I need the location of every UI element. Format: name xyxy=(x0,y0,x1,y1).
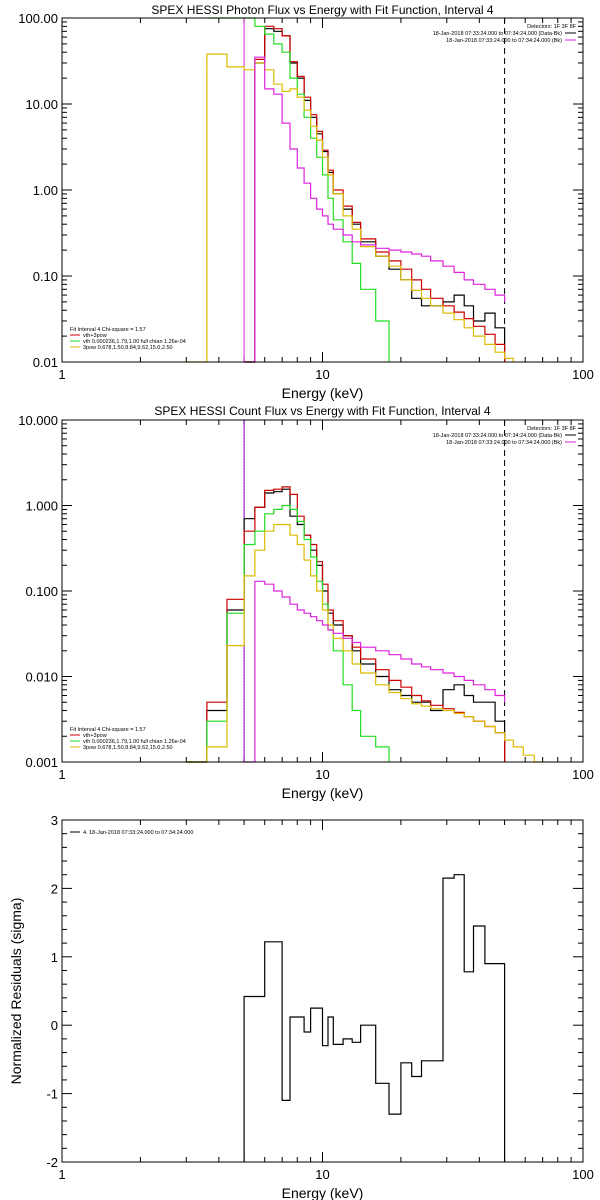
chart-title: SPEX HESSI Photon Flux vs Energy with Fi… xyxy=(151,3,493,17)
x-tick-label: 100 xyxy=(572,367,594,382)
legend-entry-label: 3pow 0.678,1.50,8.84,9.62,15.0,2.50 xyxy=(83,345,173,351)
series-red xyxy=(244,25,506,363)
x-tick-label: 10 xyxy=(315,1167,329,1182)
legend-entry-label: 18-Jan-2018 07:33:24.000 to 07:34:24.000… xyxy=(446,440,562,446)
series-yellow xyxy=(186,523,546,763)
y-tick-label: 10.00 xyxy=(25,97,58,112)
x-axis-label: Energy (keV) xyxy=(282,1185,364,1200)
series-black xyxy=(244,28,506,363)
chart-panel-1: SPEX HESSI Photon Flux vs Energy with Fi… xyxy=(18,3,594,401)
series-green xyxy=(186,504,390,763)
series-red xyxy=(186,486,506,763)
y-tick-label: 3 xyxy=(51,813,58,828)
chart-title: SPEX HESSI Count Flux vs Energy with Fit… xyxy=(154,404,490,418)
x-tick-label: 100 xyxy=(572,767,594,782)
y-tick-label: 1 xyxy=(51,950,58,965)
legend-entry-label: 3pow 0.678,1.50,8.84,9.62,15.0,2.50 xyxy=(83,745,173,751)
plot-frame xyxy=(61,819,584,1163)
legend-entry-label: vth 0.000236,1.79,1.00 full chian 1.26e-… xyxy=(83,339,186,345)
x-axis-label: Energy (keV) xyxy=(282,785,364,801)
legend-entry-label: vth+3pow xyxy=(83,333,107,339)
y-tick-label: 0 xyxy=(51,1018,58,1033)
y-tick-label: 0.100 xyxy=(25,584,58,599)
y-tick-label: -2 xyxy=(46,1155,58,1170)
series-black xyxy=(186,488,506,763)
legend-header: Fit Interval 4 Chi-square = 1.57 xyxy=(70,727,146,733)
y-tick-label: 1.00 xyxy=(33,183,58,198)
y-tick-label: 100.00 xyxy=(18,11,58,26)
y-tick-label: 0.10 xyxy=(33,269,58,284)
x-tick-label: 10 xyxy=(315,367,329,382)
x-tick-label: 1 xyxy=(58,1167,65,1182)
series-magenta xyxy=(244,580,506,763)
legend-entry-label: 4. 18-Jan-2018 07:33:24.000 to 07:34:24.… xyxy=(83,830,193,836)
x-axis-label: Energy (keV) xyxy=(282,385,364,401)
legend-header: Detectors: 1F 3F 8F xyxy=(527,426,577,432)
legend-header: Fit Interval 4 Chi-square = 1.57 xyxy=(70,327,146,333)
series-yellow xyxy=(186,53,514,363)
legend-entry-label: 18-Jan-2018 07:33:24.000 to 07:34:24.000… xyxy=(433,31,563,37)
y-tick-label: 0.001 xyxy=(25,755,58,770)
legend-header: Detectors: 1F 3F 8F xyxy=(527,24,577,30)
x-tick-label: 1 xyxy=(58,767,65,782)
y-tick-label: 1.000 xyxy=(25,499,58,514)
legend-entry-label: 18-Jan-2018 07:33:24.000 to 07:34:24.000… xyxy=(433,433,563,439)
plot-frame xyxy=(61,17,584,363)
y-tick-label: -1 xyxy=(46,1087,58,1102)
y-tick-label: 10.000 xyxy=(18,413,58,428)
chart-panel-2: SPEX HESSI Count Flux vs Energy with Fit… xyxy=(18,404,594,801)
plot-frame xyxy=(61,419,584,763)
legend-entry-label: vth+3pow xyxy=(83,733,107,739)
legend-entry-label: 18-Jan-2018 07:33:24.000 to 07:34:24.000… xyxy=(446,38,562,44)
series-black xyxy=(243,874,506,1162)
x-tick-label: 1 xyxy=(58,367,65,382)
y-tick-label: 0.01 xyxy=(33,355,58,370)
y-axis-label: Normalized Residuals (sigma) xyxy=(8,898,24,1085)
series-magenta xyxy=(244,56,506,363)
legend-entry-label: vth 0.000236,1.79,1.00 full chian 1.26e-… xyxy=(83,739,186,745)
y-tick-label: 2 xyxy=(51,881,58,896)
chart-panel-3: 1 10 100 -2 -1 0 1 2 3 Energy (keV) Normalized Res… xyxy=(8,813,594,1200)
x-tick-label: 10 xyxy=(315,767,329,782)
series-green xyxy=(206,17,390,362)
x-tick-label: 100 xyxy=(572,1167,594,1182)
y-tick-label: 0.010 xyxy=(25,670,58,685)
